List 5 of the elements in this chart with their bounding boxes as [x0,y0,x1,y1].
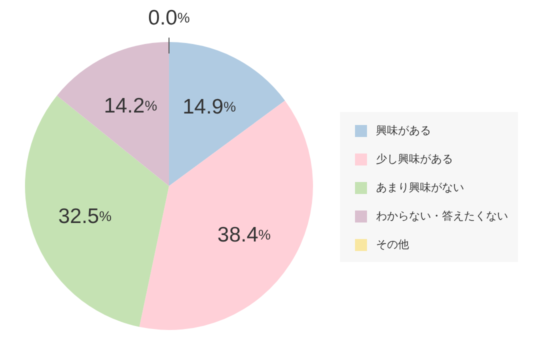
legend-label: あまり興味がない [376,181,464,194]
legend-label: わからない・答えたくない [376,210,508,222]
legend-label: その他 [376,239,409,251]
legend-label: 少し興味がある [376,152,453,166]
legend-label: 興味がある [376,124,431,137]
